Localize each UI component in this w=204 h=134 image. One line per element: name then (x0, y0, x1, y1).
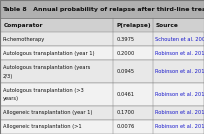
Text: Table 8   Annual probability of relapse after third-line treatm: Table 8 Annual probability of relapse af… (2, 7, 204, 12)
Text: Autologous transplantation (years: Autologous transplantation (years (3, 65, 90, 70)
Bar (0, 0, 204, 18)
Text: R-chemotherapy: R-chemotherapy (3, 37, 45, 42)
Text: Allogeneic transplantation (>1: Allogeneic transplantation (>1 (3, 124, 81, 129)
Text: 0.1700: 0.1700 (116, 110, 135, 115)
Text: 0.0461: 0.0461 (116, 92, 134, 97)
Text: Autologous transplantation (>3: Autologous transplantation (>3 (3, 88, 84, 93)
Text: P(relapse): P(relapse) (117, 23, 152, 28)
Bar (0, 32, 204, 46)
Text: 0.3975: 0.3975 (116, 37, 134, 42)
Bar (0, 120, 204, 134)
Text: Robinson et al. 201: Robinson et al. 201 (155, 51, 204, 56)
Text: Robinson et al. 201: Robinson et al. 201 (155, 69, 204, 74)
Text: 2/3): 2/3) (3, 74, 13, 79)
Text: Robinson et al. 201: Robinson et al. 201 (155, 110, 204, 115)
Text: Allogeneic transplantation (year 1): Allogeneic transplantation (year 1) (3, 110, 92, 115)
Bar (0, 60, 204, 83)
Bar (0, 106, 204, 120)
Text: 0.0945: 0.0945 (116, 69, 134, 74)
Text: Autologous transplantation (year 1): Autologous transplantation (year 1) (3, 51, 94, 56)
Text: 0.2000: 0.2000 (116, 51, 135, 56)
Text: years): years) (3, 96, 19, 101)
Bar (0, 18, 204, 32)
Text: Robinson et al. 201: Robinson et al. 201 (155, 92, 204, 97)
Text: Source: Source (156, 23, 178, 28)
Bar (0, 83, 204, 106)
Bar (0, 46, 204, 60)
Text: Schouten et al. 2003: Schouten et al. 2003 (155, 37, 204, 42)
Text: Comparator: Comparator (3, 23, 43, 28)
Text: Robinson et al. 201: Robinson et al. 201 (155, 124, 204, 129)
Text: 0.0076: 0.0076 (116, 124, 135, 129)
